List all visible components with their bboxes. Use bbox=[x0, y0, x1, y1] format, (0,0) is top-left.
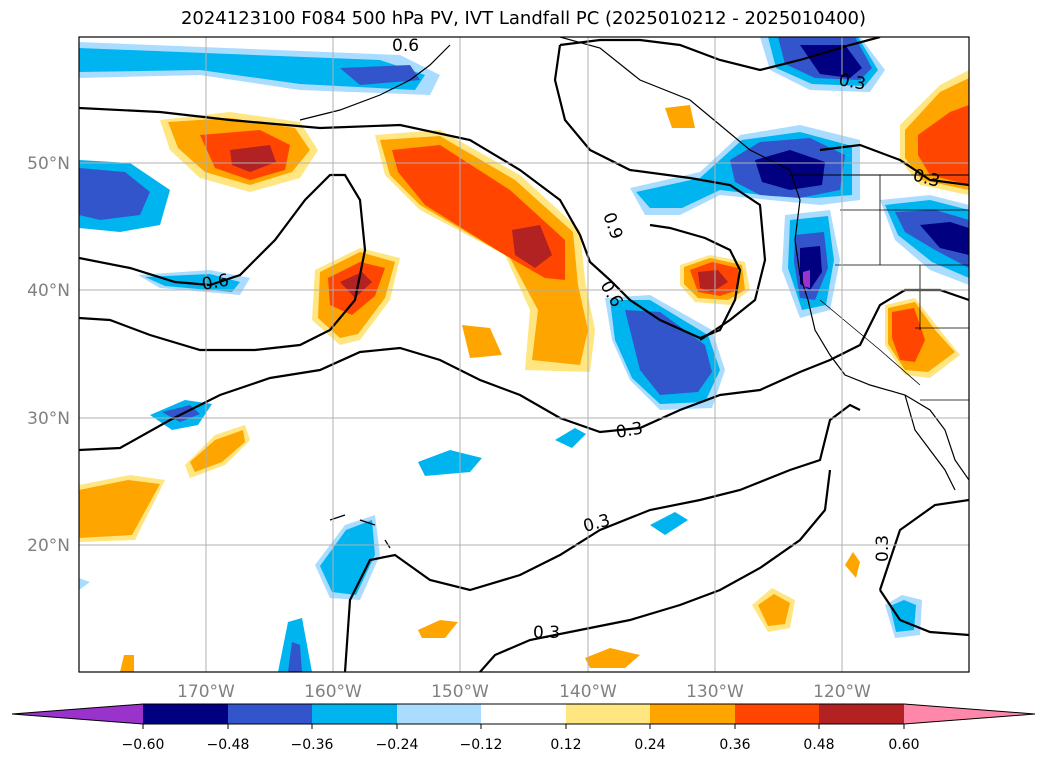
contour-label: 0.3 bbox=[873, 535, 893, 562]
colorbar-segment bbox=[312, 704, 397, 724]
colorbar-tick-label: −0.24 bbox=[376, 737, 419, 753]
contour-lines bbox=[79, 37, 969, 672]
lat-label: 40°N bbox=[27, 281, 70, 301]
colorbar-tick-label: −0.60 bbox=[122, 737, 165, 753]
anomaly-pos-150w bbox=[462, 325, 502, 358]
coastline-alaska bbox=[559, 37, 969, 481]
contour-0p3-ne bbox=[819, 143, 969, 187]
anomaly-neg-coast-5 bbox=[803, 270, 810, 288]
contour-0p3-top bbox=[79, 106, 742, 340]
anomaly-pos-25n-b bbox=[190, 430, 245, 472]
contour-0p3-low-2 bbox=[479, 469, 969, 672]
contour-0p3-low bbox=[343, 403, 861, 672]
figure-title: 2024123100 F084 500 hPa PV, IVT Landfall… bbox=[180, 8, 867, 29]
colorbar-segment bbox=[143, 704, 228, 724]
lat-label: 30°N bbox=[27, 409, 70, 429]
contour-0p3-mid bbox=[79, 288, 969, 452]
colorbar-tick-label: 0.12 bbox=[550, 737, 581, 753]
anomaly-neg-150w-25n bbox=[418, 450, 482, 476]
lat-labels: 50°N 40°N 30°N 20°N bbox=[27, 154, 70, 556]
anomaly-neg-top-4 bbox=[800, 45, 862, 78]
anomaly-pos-130w-4 bbox=[698, 270, 728, 292]
lon-label: 130°W bbox=[686, 682, 744, 702]
anomaly-pos-low-5 bbox=[845, 552, 860, 578]
colorbar-segment bbox=[819, 704, 904, 724]
lon-labels: 170°W 160°W 150°W 140°W 130°W 120°W bbox=[177, 682, 871, 702]
anomaly-pos-low-3 bbox=[585, 648, 640, 668]
border-states bbox=[819, 175, 969, 401]
colorbar-tick-label: 0.48 bbox=[803, 737, 834, 753]
lat-label: 50°N bbox=[27, 154, 70, 174]
contour-label: 0.3 bbox=[837, 70, 867, 94]
lon-label: 170°W bbox=[177, 682, 235, 702]
colorbar-tick-label: −0.12 bbox=[460, 737, 503, 753]
colorbar-segment bbox=[735, 704, 819, 724]
lon-label: 150°W bbox=[431, 682, 489, 702]
colorbar-extend-high bbox=[904, 704, 1035, 724]
anomaly-pos-165w-4 bbox=[230, 145, 276, 172]
colorbar-tick-label: −0.48 bbox=[207, 737, 250, 753]
anomaly-neg-low-1b bbox=[288, 642, 302, 672]
colorbar-tick-label: 0.60 bbox=[888, 737, 919, 753]
lon-label: 160°W bbox=[304, 682, 362, 702]
contour-label: 0.6 bbox=[200, 271, 230, 295]
contour-label: 0.6 bbox=[392, 36, 419, 56]
colorbar-ticks bbox=[142, 724, 905, 729]
anomaly-neg-small-2 bbox=[555, 428, 586, 448]
contour-label: 0.3 bbox=[533, 623, 560, 643]
colorbar-segment bbox=[566, 704, 650, 724]
lon-label: 120°W bbox=[813, 682, 871, 702]
anomaly-pos-155w-4 bbox=[340, 272, 372, 298]
anomaly-pos-ne-3 bbox=[918, 105, 969, 185]
anomaly-neg-left-edge bbox=[79, 578, 90, 590]
colorbar-segment bbox=[397, 704, 481, 724]
anomaly-pos-small-1 bbox=[665, 105, 695, 128]
colorbar: −0.60 −0.48 −0.36 −0.24 −0.12 0.12 0.24 … bbox=[11, 703, 1036, 753]
contour-label: 0.3 bbox=[614, 419, 644, 443]
lon-label: 140°W bbox=[559, 682, 617, 702]
anomaly-pos-low-1 bbox=[120, 655, 134, 672]
colorbar-tick-label: 0.36 bbox=[719, 737, 750, 753]
anomaly-neg-aleutian-inner bbox=[340, 65, 420, 85]
anomaly-neg-west-core bbox=[79, 168, 150, 220]
anomaly-neg-aleutian-core bbox=[79, 48, 425, 90]
colorbar-segment bbox=[650, 704, 735, 724]
anomaly-neg-small-3 bbox=[650, 512, 688, 535]
gridlines bbox=[79, 37, 969, 672]
colorbar-tick-label: 0.24 bbox=[634, 737, 665, 753]
contour-0p9 bbox=[553, 37, 881, 341]
anomaly-neg-ne-4 bbox=[920, 222, 969, 255]
contour-0p6-west bbox=[79, 173, 367, 352]
colorbar-extend-low bbox=[12, 704, 143, 724]
anomaly-pos-low-4b bbox=[758, 594, 790, 626]
colorbar-tick-label: −0.36 bbox=[291, 737, 334, 753]
colorbar-segment bbox=[481, 704, 566, 724]
map-border bbox=[78, 36, 970, 673]
anomaly-pos-inland-3 bbox=[892, 308, 925, 362]
anomaly-neg-135w-3 bbox=[625, 310, 712, 395]
colorbar-segment bbox=[228, 704, 312, 724]
anomaly-pos-low-2 bbox=[418, 620, 458, 638]
map-panel: 0.6 0.3 0.9 0.6 0.6 0.3 0.3 0.3 0.3 0.3 bbox=[79, 36, 969, 672]
lat-label: 20°N bbox=[27, 536, 70, 556]
anomaly-pos-west-low-b bbox=[79, 480, 160, 538]
anomaly-pos-band-4 bbox=[512, 225, 552, 268]
